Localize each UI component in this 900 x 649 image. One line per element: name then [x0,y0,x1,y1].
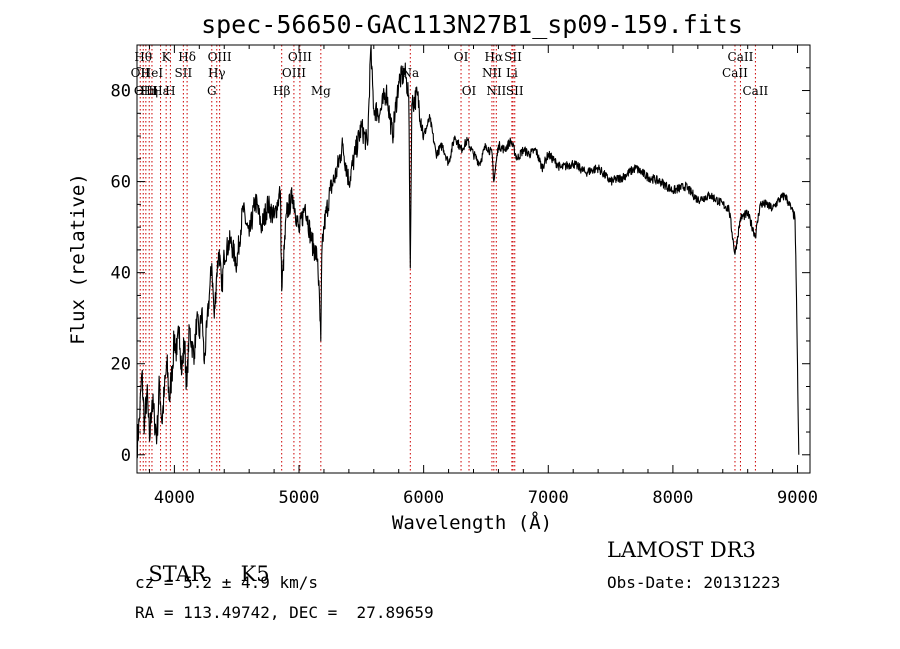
y-axis: 0 20 40 60 80 [111,67,810,466]
line-label-20: NII [482,66,502,80]
observation-date: Obs-Date: 20131223 [607,573,781,592]
x-tick-label-5: 9000 [777,488,818,508]
emission-line-labels: OIIHθOIIIHηHeIHεKHSIIHδGHγOIIIHβOIIIOIII… [131,50,769,98]
x-tick-label-4: 8000 [652,488,693,508]
line-label-2: OIII [134,84,158,98]
line-label-7: H [165,84,175,98]
x-tick-label-2: 6000 [403,488,444,508]
chart-title: spec-56650-GAC113N27B1_sp09-159.fits [201,10,743,39]
coordinates-readout: RA = 113.49742, DEC = 27.89659 [135,603,434,622]
spectrum-line [136,45,800,459]
y-axis-label: Flux (relative) [67,173,89,345]
line-label-22: NII [486,84,506,98]
object-subclass: K5 [240,562,270,586]
line-label-18: OI [454,50,469,64]
line-label-28: CaII [742,84,768,98]
line-label-5: Hε [152,84,169,98]
line-label-27: CaII [728,50,754,64]
axes-frame [136,44,811,474]
line-label-13: Hβ [273,84,290,98]
y-tick-label-3: 60 [111,173,131,193]
emission-line-markers [139,45,756,473]
line-label-6: K [162,50,172,64]
line-label-8: SII [175,66,193,80]
line-label-26: CaII [722,66,748,80]
line-label-19: OI [462,84,477,98]
line-label-0: OII [131,66,151,80]
line-label-16: Mg [311,84,331,98]
line-label-1: Hθ [134,50,152,64]
y-tick-label-2: 40 [111,264,131,284]
y-tick-label-1: 20 [111,355,131,375]
line-label-4: HeI [141,66,164,80]
line-label-3: Hη [140,84,158,98]
line-label-14: OIII [282,66,306,80]
line-label-15: OIII [288,50,312,64]
line-label-9: Hδ [178,50,196,64]
x-tick-label-0: 4000 [154,488,195,508]
x-axis: 4000 5000 6000 7000 8000 9000 [148,45,818,508]
object-class-value: STAR [148,562,207,586]
line-label-23: Li [506,66,518,80]
line-label-21: Hα [485,50,504,64]
line-label-10: G [207,84,217,98]
x-tick-label-3: 7000 [528,488,569,508]
y-tick-label-4: 80 [111,82,131,102]
line-label-24: SII [504,50,522,64]
survey-name: LAMOST DR3 [607,538,756,562]
object-class: STAR K5 [135,538,270,586]
x-tick-label-1: 5000 [279,488,320,508]
redshift-readout: cz = 5.2 ± 4.9 km/s [135,573,319,592]
line-label-12: OIII [208,50,232,64]
x-axis-label: Wavelength (Å) [392,511,552,534]
line-label-25: SII [506,84,524,98]
line-label-11: Hγ [208,66,226,80]
y-tick-label-0: 0 [121,446,131,466]
